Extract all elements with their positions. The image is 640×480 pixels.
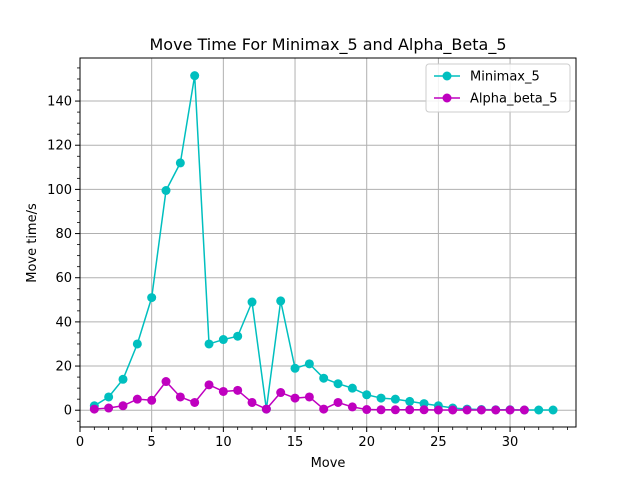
series-1-point (218, 335, 228, 345)
series-2-point (405, 405, 415, 415)
series-2-point (161, 377, 171, 387)
series-1-point (333, 379, 343, 389)
series-2-point (462, 405, 472, 415)
series-2-point (89, 404, 99, 414)
legend: Minimax_5 Alpha_beta_5 (425, 63, 571, 113)
series-2-point (376, 405, 386, 415)
series-1-point (147, 293, 157, 303)
series-1-point (390, 394, 400, 404)
y-tick-label: 40 (55, 315, 72, 330)
x-tick-label: 30 (502, 435, 519, 450)
series-2-point (290, 393, 300, 403)
series-1-point (419, 399, 429, 409)
x-tick-label: 25 (430, 435, 447, 450)
x-axis-label: Move (311, 456, 346, 471)
x-tick-label: 5 (148, 435, 156, 450)
plot-frame (79, 57, 577, 428)
y-tick-label: 100 (47, 183, 72, 198)
series-2-point (118, 401, 128, 411)
series-1-point (376, 393, 386, 403)
series-2-point (233, 385, 243, 395)
series-2-point (390, 405, 400, 415)
legend-marker (442, 93, 452, 103)
series-2-point (261, 404, 271, 414)
series-2-point (204, 380, 214, 390)
series-2-point (519, 405, 529, 415)
y-tick-label: 20 (55, 360, 72, 375)
legend-box (425, 63, 571, 113)
series-1-point (204, 339, 214, 349)
y-tick-label: 80 (55, 227, 72, 242)
x-tick-label: 10 (215, 435, 232, 450)
series-1-point (161, 185, 171, 195)
series-2-point (505, 405, 515, 415)
grid-lines (79, 58, 576, 427)
series-2-point (147, 395, 157, 405)
series-2-point (218, 386, 228, 396)
series-2-point (433, 405, 443, 415)
series-2-point (448, 405, 458, 415)
series-2-point (104, 403, 114, 413)
series-1-point (534, 405, 544, 415)
y-tick-label: 120 (47, 139, 72, 154)
series-layer (89, 71, 558, 415)
series-2-point (319, 404, 329, 414)
y-axis-label: Move time/s (25, 203, 40, 283)
series-1-point (290, 363, 300, 373)
y-tick-label: 140 (47, 95, 72, 110)
series-1-point (548, 405, 558, 415)
series-1-point (347, 383, 357, 393)
series-2-point (419, 405, 429, 415)
series-1-point (190, 71, 200, 81)
series-1-point (362, 390, 372, 400)
series-2-point (276, 388, 286, 398)
series-2-point (132, 394, 142, 404)
series-2-point (491, 405, 501, 415)
series-1-point (247, 297, 257, 307)
series-2-point (476, 405, 486, 415)
series-1-point (405, 396, 415, 406)
axis-ticks: 0 5 10 15 20 25 30 0 20 40 60 80 100 120 140 (47, 67, 568, 450)
x-tick-label: 15 (287, 435, 304, 450)
series-1-point (118, 374, 128, 384)
series-1-point (233, 331, 243, 341)
series-2-point (175, 392, 185, 402)
series-1-point (319, 373, 329, 383)
series-1-point (104, 392, 114, 402)
series-1-point (175, 158, 185, 168)
x-tick-label: 0 (76, 435, 84, 450)
series-1-point (132, 339, 142, 349)
y-tick-label: 0 (64, 404, 72, 419)
series-2-point (333, 397, 343, 407)
series-1-point (276, 296, 286, 306)
legend-label: Alpha_beta_5 (470, 92, 558, 107)
series-2-point (347, 402, 357, 412)
series-2-point (304, 392, 314, 402)
x-tick-label: 20 (358, 435, 375, 450)
y-tick-label: 60 (55, 271, 72, 286)
series-2-point (190, 397, 200, 407)
series-2-point (362, 405, 372, 415)
chart-title: Move Time For Minimax_5 and Alpha_Beta_5 (149, 35, 506, 55)
series-2-point (247, 397, 257, 407)
legend-label: Minimax_5 (470, 70, 540, 85)
legend-marker (442, 71, 452, 81)
series-1-point (304, 359, 314, 369)
